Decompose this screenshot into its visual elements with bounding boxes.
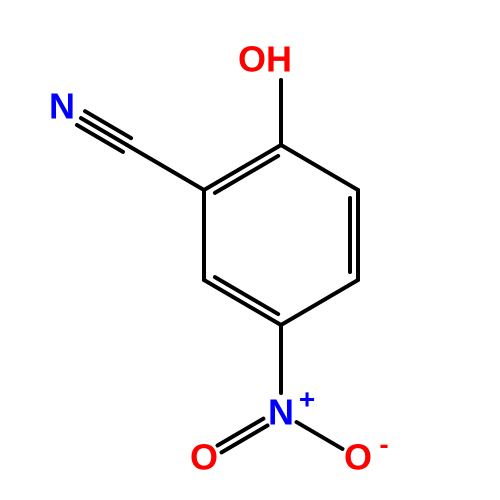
bond-line	[215, 156, 278, 193]
bond-line	[281, 280, 358, 325]
atom-label: O	[190, 437, 218, 478]
bond-line	[297, 422, 343, 449]
molecule-canvas: N OH N O O + -	[0, 0, 500, 500]
atom-label: +	[299, 383, 315, 414]
bond-line	[281, 145, 358, 190]
bond-line	[204, 145, 281, 190]
bond-line	[204, 280, 281, 325]
bond-line	[127, 145, 204, 190]
atom-label: -	[379, 428, 388, 459]
atom-label: N	[49, 86, 75, 127]
bond-line	[215, 277, 278, 314]
atom-label: OH	[238, 39, 292, 80]
atom-label: O	[344, 437, 372, 478]
atom-label: N	[268, 392, 294, 433]
